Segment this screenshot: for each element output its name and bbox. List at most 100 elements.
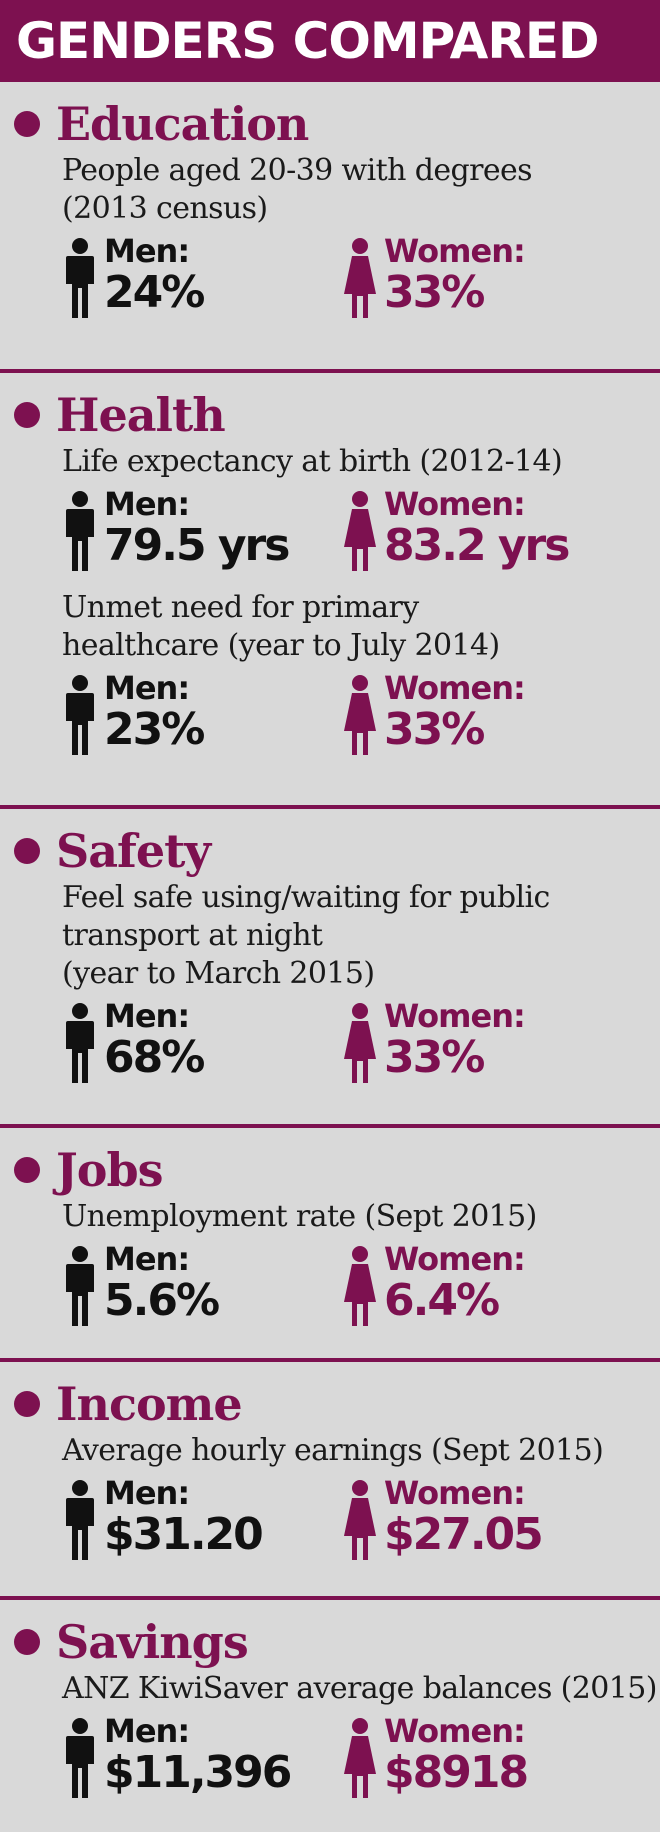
man-figure-icon (66, 1246, 94, 1326)
bullet-icon (14, 838, 40, 864)
woman-figure-icon (344, 238, 376, 318)
stat-description: Feel safe using/waiting for public (62, 880, 550, 915)
woman-figure-icon (344, 1718, 376, 1798)
woman-figure-icon (344, 675, 376, 755)
women-value: $8918 (384, 1747, 529, 1798)
stat-row: Men: $31.20 Women: $27.05 (62, 1476, 646, 1560)
men-label: Men: (104, 1474, 190, 1512)
section-safety: Safety Feel safe using/waiting for publi… (0, 809, 660, 1124)
man-figure-icon (66, 1480, 94, 1560)
men-label: Men: (104, 1712, 190, 1750)
bullet-icon (14, 1629, 40, 1655)
bullet-icon (14, 402, 40, 428)
men-label: Men: (104, 232, 190, 270)
bullet-icon (14, 1157, 40, 1183)
section-heading-row: Income (14, 1376, 646, 1432)
women-value: 33% (384, 704, 485, 755)
man-figure-icon (66, 238, 94, 318)
stat-description: (2013 census) (62, 191, 268, 226)
men-stat: Men: 23% (62, 671, 342, 755)
bullet-icon (14, 1391, 40, 1417)
section-jobs: Jobs Unemployment rate (Sept 2015) Men: … (0, 1128, 660, 1358)
women-stat: Women: 6.4% (342, 1240, 526, 1326)
women-stat: Women: $27.05 (342, 1474, 544, 1560)
women-stat: Women: 83.2 yrs (342, 485, 570, 571)
men-value: 79.5 yrs (104, 520, 290, 571)
stat-description: (year to March 2015) (62, 956, 375, 991)
men-value: 5.6% (104, 1275, 220, 1326)
stat-description: People aged 20-39 with degrees (62, 153, 533, 188)
section-divider (0, 1358, 660, 1362)
section-heading: Savings (56, 1615, 249, 1669)
women-stat: Women: $8918 (342, 1712, 529, 1798)
stat-row: Men: 79.5 yrs Women: 83.2 yrs (62, 487, 646, 571)
men-label: Men: (104, 997, 190, 1035)
woman-figure-icon (344, 1246, 376, 1326)
stat-description: Unmet need for primary (62, 590, 419, 625)
section-heading-row: Jobs (14, 1142, 646, 1198)
stat-row: Men: 23% Women: 33% (62, 671, 646, 755)
section-income: Income Average hourly earnings (Sept 201… (0, 1362, 660, 1596)
section-heading-row: Savings (14, 1614, 646, 1670)
section-savings: Savings ANZ KiwiSaver average balances (… (0, 1600, 660, 1830)
women-value: 6.4% (384, 1275, 500, 1326)
women-label: Women: (384, 1474, 526, 1512)
sub-stat-block: Unmet need for primary healthcare (year … (14, 589, 646, 755)
men-value: $31.20 (104, 1509, 264, 1560)
men-stat: Men: 68% (62, 999, 342, 1083)
man-figure-icon (66, 1003, 94, 1083)
woman-figure-icon (344, 1480, 376, 1560)
section-heading-row: Safety (14, 823, 646, 879)
men-value: 68% (104, 1032, 205, 1083)
man-figure-icon (66, 491, 94, 571)
woman-figure-icon (344, 491, 376, 571)
section-divider (0, 1596, 660, 1600)
stat-description: healthcare (year to July 2014) (62, 628, 500, 663)
men-label: Men: (104, 485, 190, 523)
men-stat: Men: $31.20 (62, 1476, 342, 1560)
section-heading: Income (56, 1377, 243, 1431)
men-value: 24% (104, 267, 205, 318)
women-label: Women: (384, 669, 526, 707)
stat-row: Men: 5.6% Women: 6.4% (62, 1242, 646, 1326)
bullet-icon (14, 111, 40, 137)
stat-description: Average hourly earnings (Sept 2015) (62, 1433, 604, 1468)
section-heading: Safety (56, 824, 211, 878)
women-stat: Women: 33% (342, 669, 526, 755)
women-label: Women: (384, 232, 526, 270)
men-stat: Men: 79.5 yrs (62, 487, 342, 571)
women-label: Women: (384, 485, 526, 523)
women-label: Women: (384, 997, 526, 1035)
section-health: Health Life expectancy at birth (2012-14… (0, 373, 660, 805)
stat-description: transport at night (62, 918, 323, 953)
women-stat: Women: 33% (342, 232, 526, 318)
men-value: $11,396 (104, 1747, 292, 1798)
men-stat: Men: 24% (62, 234, 342, 318)
stat-row: Men: 24% Women: 33% (62, 234, 646, 318)
women-value: 33% (384, 267, 485, 318)
women-value: 33% (384, 1032, 485, 1083)
stat-row: Men: $11,396 Women: $8918 (62, 1714, 646, 1798)
section-heading: Jobs (56, 1143, 164, 1197)
men-label: Men: (104, 669, 190, 707)
stat-description: ANZ KiwiSaver average balances (2015) (62, 1671, 657, 1706)
men-stat: Men: $11,396 (62, 1714, 342, 1798)
women-value: $27.05 (384, 1509, 544, 1560)
section-divider (0, 805, 660, 809)
section-divider (0, 369, 660, 373)
women-label: Women: (384, 1712, 526, 1750)
women-label: Women: (384, 1240, 526, 1278)
man-figure-icon (66, 1718, 94, 1798)
men-value: 23% (104, 704, 205, 755)
men-stat: Men: 5.6% (62, 1242, 342, 1326)
stat-description: Unemployment rate (Sept 2015) (62, 1199, 537, 1234)
section-heading-row: Health (14, 387, 646, 443)
section-education: Education People aged 20-39 with degrees… (0, 82, 660, 369)
section-divider (0, 1124, 660, 1128)
stat-row: Men: 68% Women: 33% (62, 999, 646, 1083)
women-stat: Women: 33% (342, 997, 526, 1083)
women-value: 83.2 yrs (384, 520, 570, 571)
section-heading-row: Education (14, 96, 646, 152)
men-label: Men: (104, 1240, 190, 1278)
